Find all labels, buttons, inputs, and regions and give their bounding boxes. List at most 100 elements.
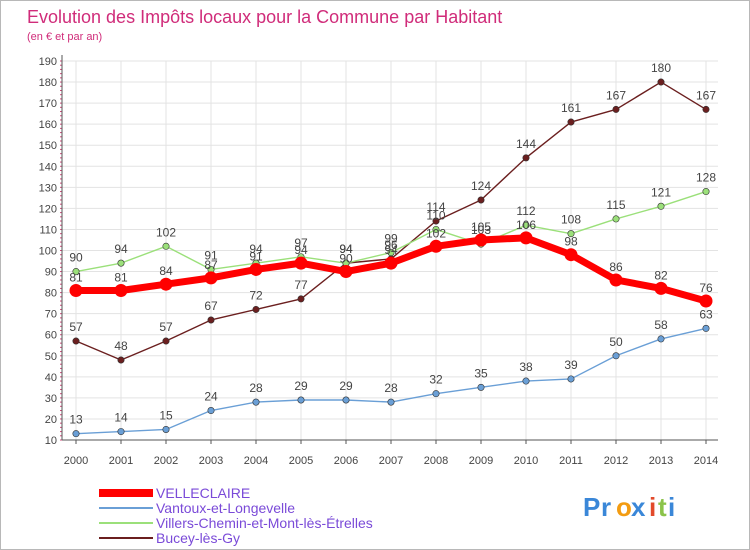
y-tick-label: 90 <box>45 267 57 279</box>
proxiti-letter: t <box>658 492 667 522</box>
data-point <box>252 398 260 406</box>
y-tick-label: 130 <box>39 182 57 194</box>
data-label: 98 <box>564 235 578 249</box>
data-point <box>207 407 215 415</box>
y-tick-label: 190 <box>39 56 57 68</box>
data-point <box>72 268 80 276</box>
data-label: 108 <box>561 213 581 227</box>
legend-label: Vantoux-et-Longevelle <box>156 500 295 516</box>
data-point <box>654 281 668 295</box>
data-label: 28 <box>384 381 398 395</box>
data-point <box>474 233 488 247</box>
data-point <box>117 356 125 364</box>
y-tick-label: 40 <box>45 372 57 384</box>
data-label: 94 <box>249 242 263 256</box>
data-point <box>387 249 395 257</box>
x-tick-label: 2012 <box>604 455 628 467</box>
data-label: 91 <box>249 249 263 263</box>
y-tick-label: 10 <box>45 435 57 447</box>
axes: 10 20 30 40 50 60 70 80 90 100 110 120 130 140 150 160 1… <box>39 55 718 467</box>
x-tick-label: 2006 <box>334 455 358 467</box>
data-label: 84 <box>159 264 173 278</box>
data-label: 38 <box>519 360 533 374</box>
data-label: 72 <box>249 288 263 302</box>
data-label: 94 <box>294 243 308 257</box>
data-label: 15 <box>159 408 173 422</box>
y-tick-label: 50 <box>45 351 57 363</box>
data-point <box>657 335 665 343</box>
data-point <box>699 294 713 308</box>
data-point <box>522 154 530 162</box>
data-label: 105 <box>471 220 491 234</box>
proxiti-letter: r <box>601 492 611 522</box>
proxiti-letter: o <box>616 492 632 522</box>
x-tick-label: 2013 <box>649 455 673 467</box>
proxiti-letter: i <box>649 492 656 522</box>
data-label: 32 <box>429 373 443 387</box>
x-tick-label: 2010 <box>514 455 538 467</box>
data-point <box>69 284 83 298</box>
data-point <box>702 105 710 113</box>
x-tick-label: 2008 <box>424 455 448 467</box>
data-label: 94 <box>114 242 128 256</box>
data-point <box>609 273 623 287</box>
legend-label: Bucey-lès-Gy <box>156 530 240 546</box>
data-point <box>297 396 305 404</box>
x-tick-label: 2002 <box>154 455 178 467</box>
proxiti-letter: i <box>668 492 675 522</box>
data-point <box>432 225 440 233</box>
data-point <box>612 215 620 223</box>
data-label: 14 <box>114 411 128 425</box>
data-point <box>519 231 533 245</box>
data-point <box>432 217 440 225</box>
data-label: 81 <box>69 271 83 285</box>
data-point <box>387 398 395 406</box>
data-point <box>522 221 530 229</box>
data-point <box>117 428 125 436</box>
y-tick-label: 120 <box>39 203 57 215</box>
data-point <box>294 256 308 270</box>
data-point <box>429 239 443 253</box>
data-label: 57 <box>159 320 173 334</box>
data-point <box>522 377 530 385</box>
proxiti-letter: P <box>583 492 600 522</box>
data-label: 106 <box>516 218 536 232</box>
x-tick-label: 2005 <box>289 455 313 467</box>
data-label: 29 <box>339 379 353 393</box>
data-point <box>72 337 80 345</box>
data-label: 144 <box>516 137 536 151</box>
data-label: 63 <box>699 307 713 321</box>
data-label: 102 <box>426 226 446 240</box>
y-tick-label: 140 <box>39 161 57 173</box>
data-label: 39 <box>564 358 578 372</box>
data-label: 90 <box>69 251 83 265</box>
data-label: 82 <box>654 268 668 282</box>
y-tick-label: 20 <box>45 414 57 426</box>
x-tick-label: 2007 <box>379 455 403 467</box>
data-label: 94 <box>339 242 353 256</box>
data-label: 94 <box>339 242 353 256</box>
data-label: 96 <box>384 238 398 252</box>
data-label: 180 <box>651 61 671 75</box>
data-label: 114 <box>426 200 445 214</box>
x-tick-label: 2000 <box>64 455 88 467</box>
data-label: 102 <box>156 225 176 239</box>
data-point <box>477 196 485 204</box>
data-label: 67 <box>204 299 218 313</box>
data-point <box>384 256 398 270</box>
y-tick-label: 30 <box>45 393 57 405</box>
data-label: 50 <box>609 335 623 349</box>
data-point <box>567 375 575 383</box>
data-point <box>702 324 710 332</box>
x-tick-label: 2001 <box>109 455 133 467</box>
legend-label: Villers-Chemin-et-Mont-lès-Étrelles <box>156 515 373 531</box>
data-label: 90 <box>339 252 353 266</box>
x-tick-label: 2004 <box>244 455 268 467</box>
data-point <box>204 271 218 285</box>
data-point <box>159 277 173 291</box>
data-point <box>207 316 215 324</box>
x-tick-label: 2014 <box>694 455 718 467</box>
